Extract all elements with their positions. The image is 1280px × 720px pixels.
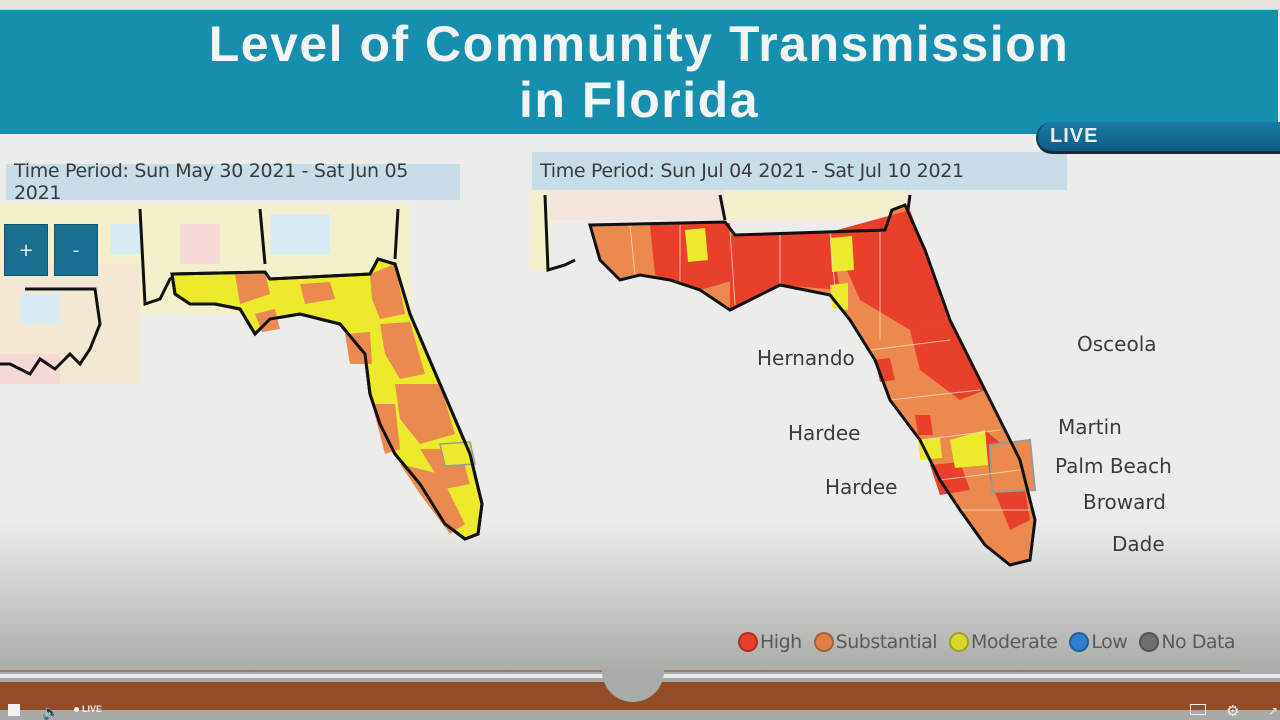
county-label-broward: Broward [1083,490,1166,514]
stop-icon[interactable] [8,704,20,716]
zoom-out-button[interactable]: - [54,224,98,276]
zoom-in-button[interactable]: + [4,224,48,276]
live-badge-label: LIVE [1050,125,1099,147]
legend-item-no-data: No Data [1139,631,1236,653]
title-line-1: Level of Community Transmission [208,16,1070,72]
title-banner: Level of Community Transmission in Flori… [0,10,1278,134]
left-florida-map [0,204,484,541]
no-data-dot-icon [1139,632,1160,652]
live-indicator: LIVE [74,704,102,714]
legend-item-moderate: Moderate [949,631,1058,653]
gear-icon[interactable]: ⚙ [1226,703,1240,720]
fullscreen-icon[interactable]: ↗ [1268,704,1279,718]
map-legend: High Substantial Moderate Low No Data [738,628,1236,656]
county-label-martin: Martin [1058,415,1122,439]
county-label-palm-beach: Palm Beach [1055,454,1172,478]
county-label-hernando: Hernando [757,346,855,370]
right-time-period: Time Period: Sun Jul 04 2021 - Sat Jul 1… [532,152,1067,190]
low-dot-icon [1069,632,1090,652]
right-florida-map [530,190,1037,567]
title-line-2: in Florida [519,72,759,128]
legend-label: Moderate [971,631,1058,653]
volume-icon[interactable]: 🔈 [42,704,60,720]
substantial-dot-icon [813,632,834,652]
legend-item-high: High [738,631,802,653]
live-dot-icon [74,706,79,712]
legend-label: Substantial [835,631,938,653]
top-strip [0,0,1280,10]
slide-content: Time Period: Sun May 30 2021 - Sat Jun 0… [0,134,1280,674]
legend-label: High [760,631,802,653]
county-label-dade: Dade [1112,532,1165,556]
left-time-period: Time Period: Sun May 30 2021 - Sat Jun 0… [6,160,460,204]
live-badge: LIVE [1036,122,1280,154]
live-indicator-label: LIVE [82,704,103,714]
captions-icon[interactable] [1190,704,1206,715]
legend-label: No Data [1161,631,1236,653]
county-label-hardee-2: Hardee [825,475,898,499]
county-label-osceola: Osceola [1077,332,1157,356]
high-dot-icon [738,632,758,652]
legend-label: Low [1091,631,1128,653]
county-label-hardee: Hardee [788,421,861,445]
legend-item-low: Low [1069,631,1128,653]
legend-item-substantial: Substantial [813,631,938,653]
moderate-dot-icon [949,632,970,652]
